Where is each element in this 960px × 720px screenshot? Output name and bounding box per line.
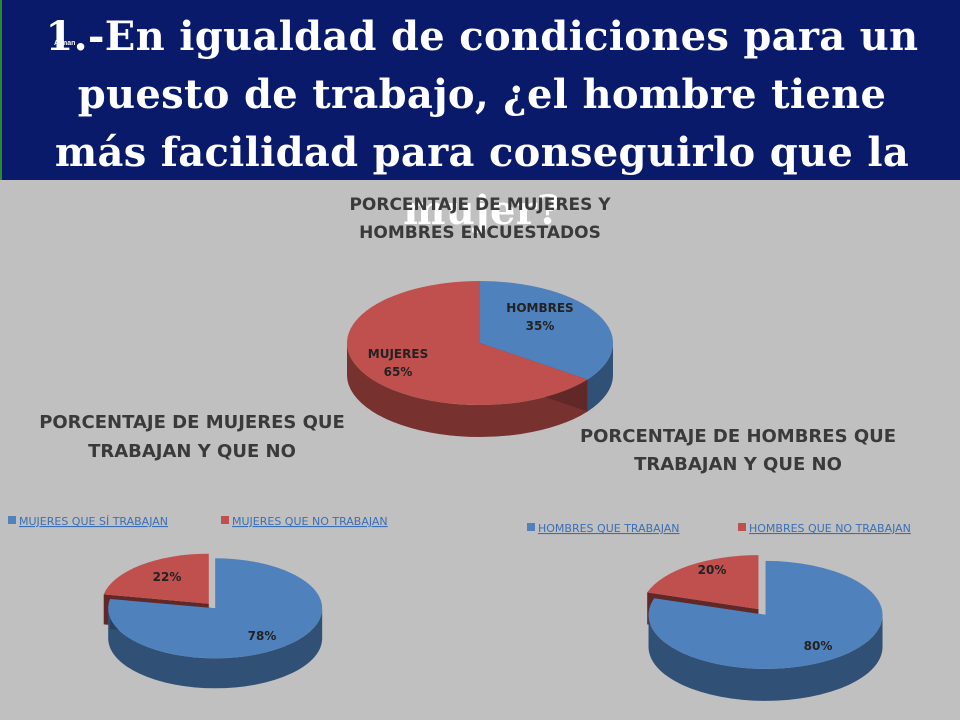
author-tag: Aiman: [54, 40, 76, 47]
chart1-value-hombres: 35%: [526, 319, 555, 333]
pie2-slice-0-side: [108, 608, 323, 689]
chart1-label-hombres: HOMBRES: [506, 301, 573, 315]
chart1-title-line1: PORCENTAJE DE MUJERES Y: [349, 195, 611, 215]
question-title: 1.-En igualdad de condiciones para un pu…: [45, 13, 919, 234]
chart2-legend-swatch-1: [8, 516, 16, 524]
chart1-label-mujeres: MUJERES: [368, 347, 428, 361]
chart2-value-no: 22%: [153, 570, 182, 584]
chart3-legend-item-2[interactable]: HOMBRES QUE NO TRABAJAN: [749, 522, 911, 535]
chart3-title-line2: TRABAJAN Y QUE NO: [634, 454, 842, 475]
pie3-slice-0-top: [648, 560, 883, 669]
chart3-legend-swatch-1: [527, 523, 535, 531]
chart2-title-line1: PORCENTAJE DE MUJERES QUE: [39, 412, 345, 433]
question-banner: Aiman 1.-En igualdad de condiciones para…: [0, 0, 960, 234]
chart3-title-line1: PORCENTAJE DE HOMBRES QUE: [580, 426, 896, 447]
chart2-legend-item-2[interactable]: MUJERES QUE NO TRABAJAN: [232, 515, 388, 528]
chart3-legend-item-1[interactable]: HOMBRES QUE TRABAJAN: [538, 522, 680, 535]
pie1-slice-1-side: [347, 343, 588, 437]
chart2-legend-swatch-2: [221, 516, 229, 524]
chart1-title-line2: HOMBRES ENCUESTADOS: [359, 223, 601, 243]
chart3-legend-swatch-2: [738, 523, 746, 531]
chart1-pie: [346, 281, 613, 437]
chart2-title-line2: TRABAJAN Y QUE NO: [88, 441, 296, 462]
chart3-value-si: 80%: [804, 639, 833, 653]
chart2-legend-item-1[interactable]: MUJERES QUE SÍ TRABAJAN: [19, 515, 168, 528]
chart3-pie: [647, 555, 883, 701]
chart2-value-si: 78%: [248, 629, 277, 643]
pie1-slice-0-side: [587, 343, 613, 412]
chart-men-work: PORCENTAJE DE HOMBRES QUE TRABAJAN Y QUE…: [527, 426, 911, 701]
chart-survey-gender: PORCENTAJE DE MUJERES Y HOMBRES ENCUESTA…: [346, 195, 613, 437]
chart-women-work: PORCENTAJE DE MUJERES QUE TRABAJAN Y QUE…: [8, 412, 388, 689]
pie3-slice-1-top: [647, 555, 759, 610]
pie3-slice-0-side: [648, 614, 883, 701]
pie2-slice-1-top: [103, 553, 209, 604]
chart1-value-mujeres: 65%: [384, 365, 413, 379]
chart3-value-no: 20%: [698, 563, 727, 577]
pie1-slice-0-top: [480, 281, 613, 380]
pie1-slice-1-top: [346, 281, 588, 405]
pie2-slice-0-top: [108, 558, 323, 659]
chart2-pie: [103, 553, 323, 689]
